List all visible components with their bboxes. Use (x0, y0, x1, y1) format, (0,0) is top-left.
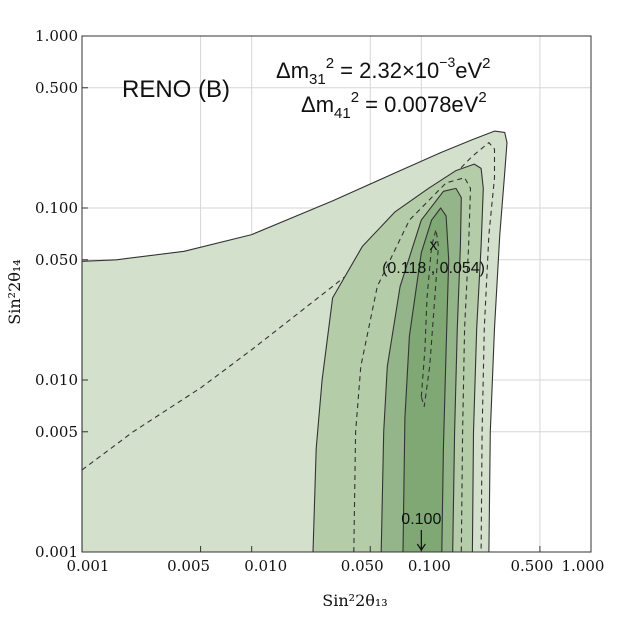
dm31-symbol: Δm (276, 58, 309, 83)
dm41-symbol: Δm (301, 92, 334, 117)
x-tick-label: 0.050 (341, 557, 384, 575)
arrow-head (416, 543, 426, 552)
dm41-value: = 0.0078eV (359, 92, 479, 117)
contour-regions (81, 130, 508, 553)
contour-dashed-outer (81, 142, 496, 553)
dm41-superscript: 2 (351, 89, 359, 106)
dm41-unit-superscript: 2 (478, 89, 486, 106)
x-tick-label: 0.001 (67, 557, 110, 575)
dm31-annotation: Δm312 = 2.32×10−3eV2 (276, 54, 491, 88)
y-tick-label: 0.005 (35, 423, 78, 441)
dm31-unit-superscript: 2 (482, 55, 490, 72)
best-fit-label: (0.118 , 0.054) (382, 260, 485, 277)
dm31-exponent: −3 (439, 54, 455, 70)
y-tick-label: 0.001 (35, 543, 78, 561)
y-tick-label: 0.100 (35, 199, 78, 217)
y-tick-label: 0.010 (35, 371, 78, 389)
x-tick-label: 1.000 (562, 557, 605, 575)
y-tick-label: 0.500 (35, 79, 78, 97)
plot-frame (81, 35, 592, 553)
x-tick-label: 0.100 (408, 557, 451, 575)
chart-title: RENO (B) (122, 76, 230, 103)
dm31-subscript: 31 (309, 71, 326, 88)
x-axis-label: Sin²2θ₁₃ (322, 591, 387, 610)
dm31-unit: eV (455, 58, 482, 83)
x-tick-label: 0.005 (167, 557, 210, 575)
x-axis-ticks: 0.001 0.005 0.010 0.050 0.100 0.500 1.000 (67, 546, 605, 575)
y-tick-label: 1.000 (35, 27, 78, 45)
contour-dashed-inner (420, 228, 439, 408)
x-tick-label: 0.010 (244, 557, 287, 575)
dm41-subscript: 41 (334, 105, 351, 122)
x-tick-label: 0.500 (510, 557, 553, 575)
dm31-value: = 2.32×10 (334, 58, 439, 83)
arrow-label: 0.100 (401, 511, 441, 528)
dm41-annotation: Δm412 = 0.0078eV2 (301, 89, 487, 122)
contour-inner-region (402, 207, 450, 553)
contour-dashed-middle (353, 177, 472, 553)
y-tick-label: 0.050 (35, 251, 78, 269)
best-fit-marker: x (430, 237, 438, 254)
y-axis-ticks: 0.001 0.005 0.010 0.050 0.100 0.500 1.000 (35, 27, 88, 561)
y-axis-label: Sin²2θ₁₄ (5, 259, 24, 324)
dm31-superscript: 2 (326, 55, 334, 72)
